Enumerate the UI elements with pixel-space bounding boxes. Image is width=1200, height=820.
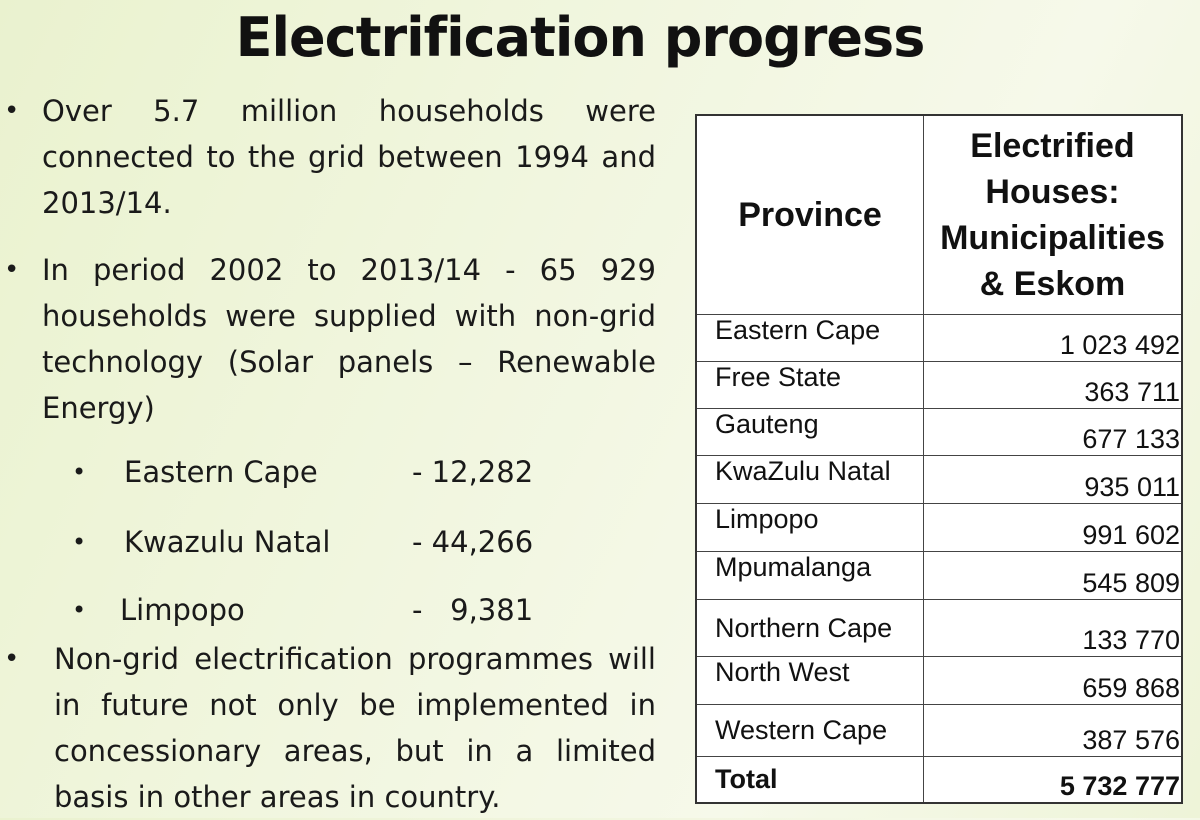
value-cell: 659 868 (923, 656, 1183, 705)
table-row: KwaZulu Natal 935 011 (695, 455, 1183, 504)
value-cell: 545 809 (923, 551, 1183, 600)
bullet-households-connected: • Over 5.7 million households were conne… (4, 88, 656, 226)
bullet-non-grid-supply: • In period 2002 to 2013/14 - 65 929 hou… (4, 247, 656, 431)
province-cell: Free State (695, 361, 924, 409)
total-value-cell: 5 732 777 (923, 756, 1183, 803)
table-total-row: Total 5 732 777 (695, 756, 1183, 803)
province-cell: Limpopo (695, 503, 924, 552)
sub-bullet-value: - 9,381 (412, 593, 534, 627)
sub-bullet-eastern-cape: • Eastern Cape - 12,282 (72, 452, 552, 492)
sub-bullet-name: Eastern Cape (124, 455, 318, 489)
table-row: Western Cape 387 576 (695, 704, 1183, 757)
value-cell: 991 602 (923, 503, 1183, 552)
value-cell: 363 711 (923, 361, 1183, 409)
value-cell: 387 576 (923, 704, 1183, 757)
province-column-header: Province (695, 114, 924, 315)
table-row: Free State 363 711 (695, 361, 1183, 409)
bullet-text: Non-grid electrification programmes will… (54, 642, 656, 814)
bullet-marker: • (4, 644, 20, 674)
electrification-table: Province Electrified Houses: Municipalit… (695, 114, 1183, 804)
province-cell: Western Cape (695, 704, 924, 757)
province-cell: North West (695, 656, 924, 705)
table-row: Eastern Cape 1 023 492 (695, 314, 1183, 362)
bullet-marker: • (4, 96, 20, 126)
table-row: North West 659 868 (695, 656, 1183, 705)
bullet-text: Over 5.7 million households were connect… (42, 94, 656, 220)
bullet-marker: • (4, 255, 20, 285)
sub-bullet-value: - 44,266 (412, 525, 534, 559)
table-row: Gauteng 677 133 (695, 408, 1183, 456)
sub-bullet-kwazulu-natal: • Kwazulu Natal - 44,266 (72, 522, 552, 562)
province-cell: Eastern Cape (695, 314, 924, 362)
province-cell: Gauteng (695, 408, 924, 456)
bullet-marker: • (72, 458, 87, 486)
sub-bullet-value: - 12,282 (412, 455, 534, 489)
value-cell: 1 023 492 (923, 314, 1183, 362)
table-header-row: Province Electrified Houses: Municipalit… (695, 114, 1183, 315)
sub-bullet-name: Kwazulu Natal (124, 525, 331, 559)
electrified-houses-column-header: Electrified Houses: Municipalities & Esk… (923, 114, 1183, 315)
bullet-marker: • (72, 528, 87, 556)
total-label-cell: Total (695, 756, 924, 803)
sub-bullet-name: Limpopo (120, 593, 245, 627)
value-cell: 133 770 (923, 599, 1183, 657)
table-row: Limpopo 991 602 (695, 503, 1183, 552)
sub-bullet-limpopo: • Limpopo - 9,381 (72, 590, 552, 630)
bullet-text: In period 2002 to 2013/14 - 65 929 house… (42, 253, 656, 425)
province-cell: KwaZulu Natal (695, 455, 924, 504)
bullet-future-programmes: • Non-grid electrification programmes wi… (4, 636, 656, 820)
value-cell: 677 133 (923, 408, 1183, 456)
table-row: Northern Cape 133 770 (695, 599, 1183, 657)
province-cell: Mpumalanga (695, 551, 924, 600)
province-cell: Northern Cape (695, 599, 924, 657)
table-row: Mpumalanga 545 809 (695, 551, 1183, 600)
page-title: Electrification progress (235, 6, 926, 69)
bullet-marker: • (72, 596, 87, 624)
value-cell: 935 011 (923, 455, 1183, 504)
